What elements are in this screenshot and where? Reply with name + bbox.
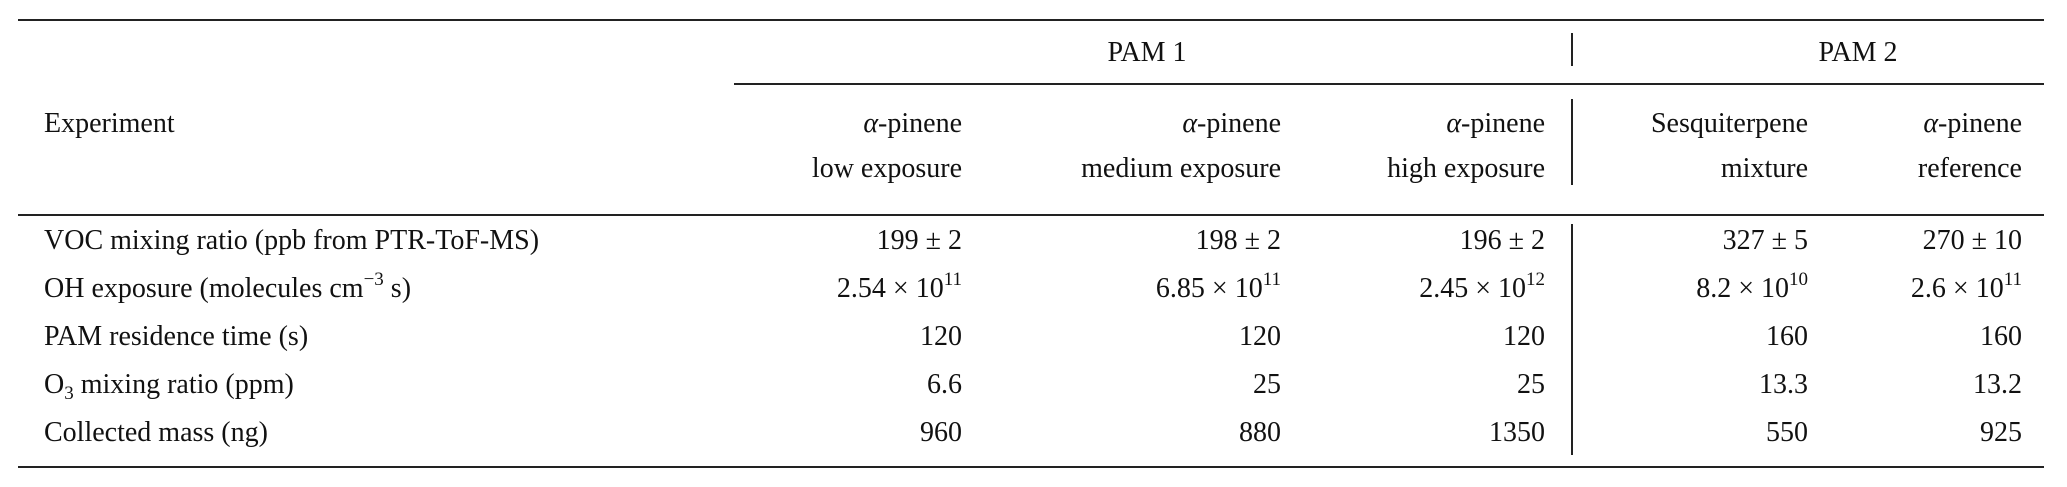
exponent: 10 bbox=[1789, 269, 1808, 290]
table-cell: 2.6 × 1011 bbox=[1911, 265, 2022, 316]
row-label: OH exposure (molecules cm−3 s) bbox=[44, 265, 411, 316]
group-divider bbox=[1571, 33, 1573, 66]
table-cell: 6.85 × 1011 bbox=[1156, 265, 1281, 316]
top-rule bbox=[18, 19, 2044, 21]
group-divider bbox=[1571, 224, 1573, 455]
greek-alpha: α bbox=[863, 108, 879, 139]
mantissa: 2.6 × 10 bbox=[1910, 273, 2004, 304]
table-cell: 1350 bbox=[1489, 417, 1545, 448]
row-label-text: O bbox=[44, 369, 65, 400]
table-cell: 270 ± 10 bbox=[1922, 225, 2022, 256]
table-cell: 327 ± 5 bbox=[1722, 225, 1808, 256]
table-cell: 120 bbox=[1503, 321, 1545, 352]
exponent: 11 bbox=[1262, 269, 1281, 290]
row-label: Collected mass (ng) bbox=[44, 409, 268, 457]
header-line2: low exposure bbox=[811, 153, 962, 184]
row-label-text: OH exposure (molecules cm bbox=[44, 273, 364, 304]
header-rule bbox=[18, 214, 2044, 216]
column-header: α-pinene low exposure bbox=[812, 101, 962, 191]
exponent: 11 bbox=[2003, 269, 2022, 290]
exponent: 12 bbox=[1526, 269, 1545, 290]
column-header: α-pinene medium exposure bbox=[1081, 101, 1281, 191]
table-cell: 13.2 bbox=[1973, 369, 2022, 400]
table-cell: 550 bbox=[1766, 417, 1808, 448]
table-cell: 160 bbox=[1980, 321, 2022, 352]
row-label-text: PAM residence time (s) bbox=[44, 321, 309, 352]
label-subscript: 3 bbox=[64, 383, 74, 404]
table-cell: 25 bbox=[1517, 369, 1545, 400]
header-line1: -pinene bbox=[1461, 108, 1545, 139]
table-cell: 25 bbox=[1253, 369, 1281, 400]
header-line1: -pinene bbox=[1938, 108, 2022, 139]
mantissa: 2.45 × 10 bbox=[1419, 273, 1526, 304]
column-header: Sesquiterpene mixture bbox=[1651, 101, 1808, 191]
group-header-pam2: PAM 2 bbox=[1818, 37, 1898, 68]
bottom-rule bbox=[18, 466, 2044, 468]
header-line1: -pinene bbox=[1197, 108, 1281, 139]
mantissa: 6.85 × 10 bbox=[1155, 273, 1263, 304]
column-header: α-pinene high exposure bbox=[1387, 101, 1545, 191]
table-cell: 13.3 bbox=[1759, 369, 1808, 400]
table-cell: 198 ± 2 bbox=[1195, 225, 1281, 256]
mantissa: 8.2 × 10 bbox=[1696, 273, 1789, 304]
row-label: PAM residence time (s) bbox=[44, 313, 308, 361]
table-cell: 8.2 × 1010 bbox=[1696, 265, 1808, 316]
table-cell: 925 bbox=[1980, 417, 2022, 448]
stub-header: Experiment bbox=[44, 108, 175, 139]
group-underline bbox=[734, 83, 2044, 85]
greek-alpha: α bbox=[1923, 108, 1939, 139]
exponent: 11 bbox=[943, 269, 962, 290]
table-cell: 160 bbox=[1766, 321, 1808, 352]
header-line2: high exposure bbox=[1387, 153, 1545, 184]
header-line2: reference bbox=[1917, 153, 2022, 184]
table-cell: 196 ± 2 bbox=[1459, 225, 1545, 256]
table-cell: 6.6 bbox=[927, 369, 962, 400]
table-cell: 960 bbox=[920, 417, 962, 448]
greek-alpha: α bbox=[1182, 108, 1198, 139]
label-superscript: −3 bbox=[363, 269, 384, 290]
column-header: α-pinene reference bbox=[1918, 101, 2022, 191]
row-label: O3 mixing ratio (ppm) bbox=[44, 361, 294, 412]
table-cell: 880 bbox=[1239, 417, 1281, 448]
label-tail: mixing ratio (ppm) bbox=[73, 369, 294, 400]
header-line1: -pinene bbox=[878, 108, 962, 139]
group-header-pam1: PAM 1 bbox=[1107, 37, 1187, 68]
header-line2: mixture bbox=[1720, 153, 1808, 184]
table-cell: 199 ± 2 bbox=[876, 225, 962, 256]
table-cell: 2.45 × 1012 bbox=[1419, 265, 1545, 316]
table-cell: 120 bbox=[920, 321, 962, 352]
row-label-text: Collected mass (ng) bbox=[44, 417, 268, 448]
table-cell: 120 bbox=[1239, 321, 1281, 352]
group-divider bbox=[1571, 99, 1573, 185]
header-line1: Sesquiterpene bbox=[1650, 108, 1808, 139]
row-label-text: VOC mixing ratio (ppb from PTR-ToF-MS) bbox=[44, 225, 540, 256]
row-label: VOC mixing ratio (ppb from PTR-ToF-MS) bbox=[44, 217, 539, 265]
label-tail: s) bbox=[383, 273, 412, 304]
table-cell: 2.54 × 1011 bbox=[837, 265, 962, 316]
greek-alpha: α bbox=[1446, 108, 1462, 139]
header-line2: medium exposure bbox=[1081, 153, 1281, 184]
mantissa: 2.54 × 10 bbox=[836, 273, 944, 304]
